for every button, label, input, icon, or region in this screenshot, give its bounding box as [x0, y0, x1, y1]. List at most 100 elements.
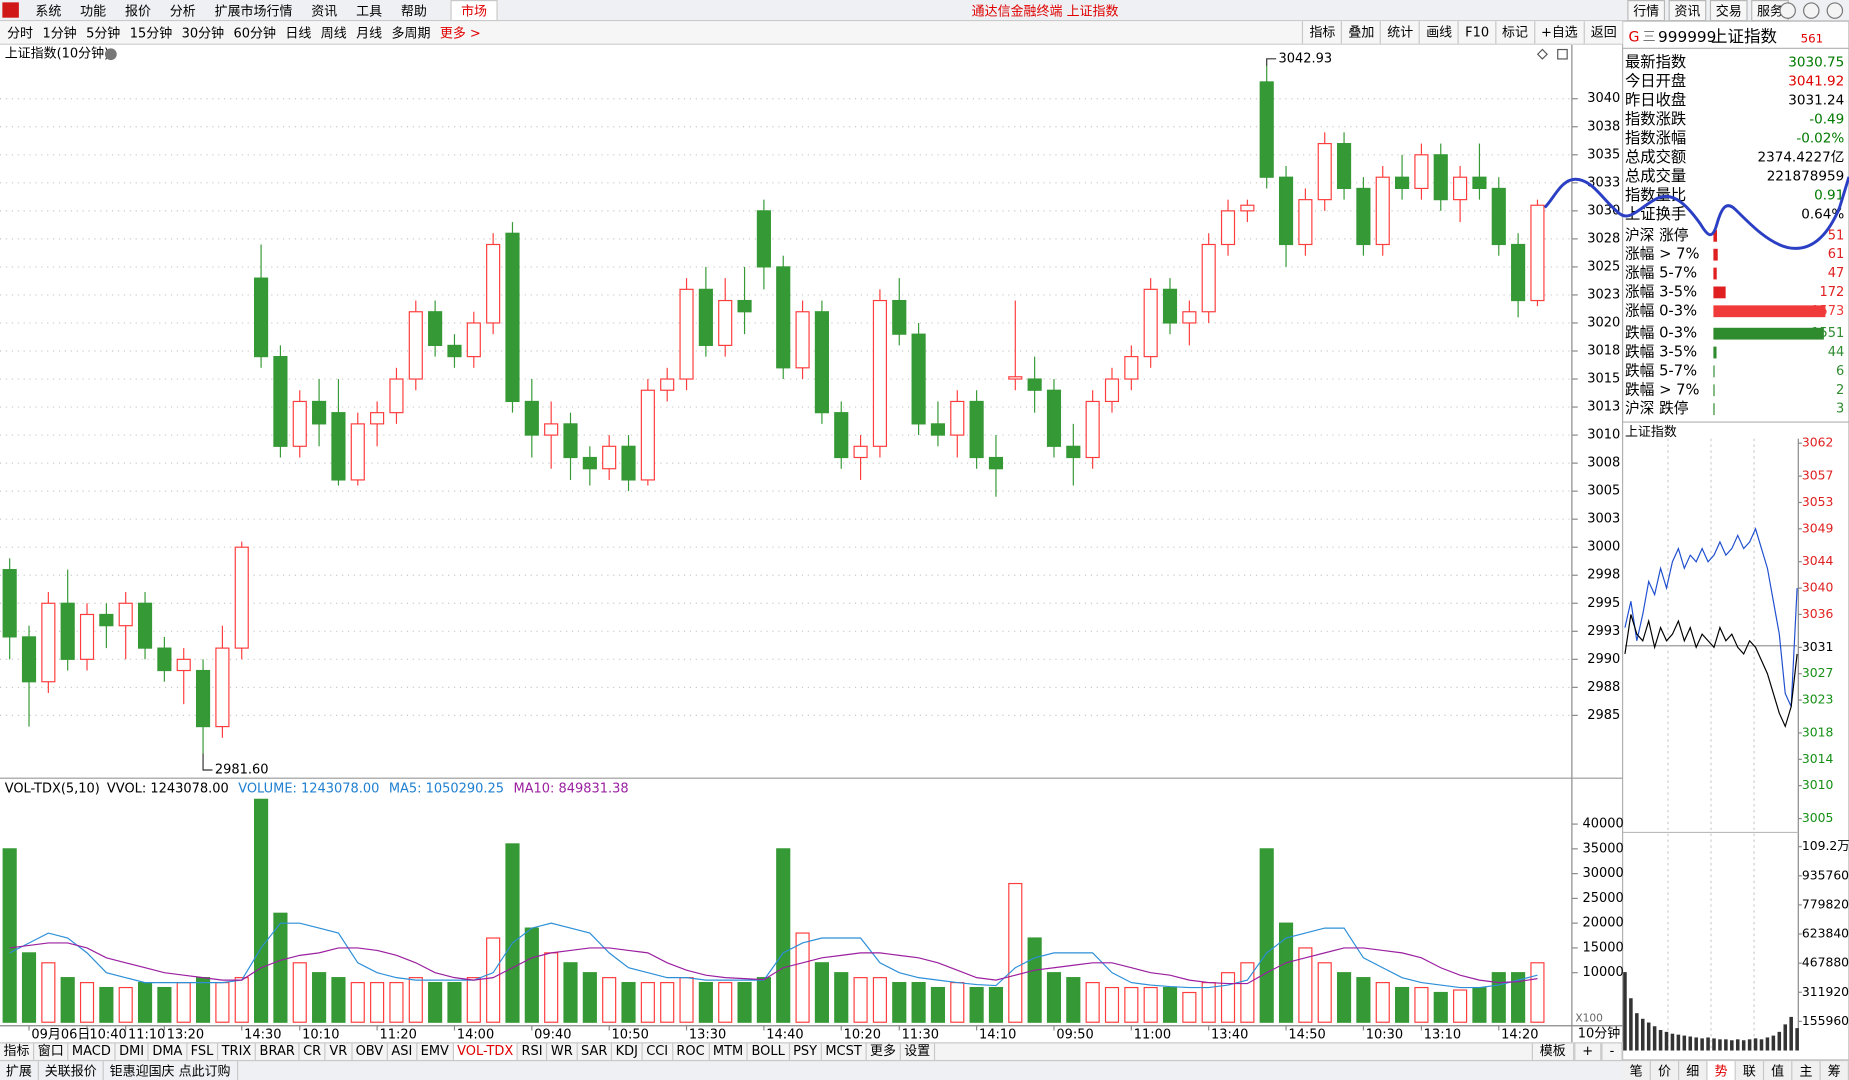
- indicator-tab[interactable]: ASI: [388, 1043, 418, 1060]
- period-button[interactable]: 多周期: [391, 25, 431, 41]
- status-item[interactable]: 扩展: [0, 1061, 39, 1080]
- mini-tab[interactable]: 筹: [1821, 1061, 1849, 1080]
- top-button[interactable]: 资讯: [1668, 0, 1707, 21]
- indicator-tab[interactable]: OBV: [352, 1043, 388, 1060]
- x-tick-label: 13:20: [167, 1028, 204, 1043]
- tool-button[interactable]: +自选: [1533, 21, 1584, 44]
- mini-tabs: 笔价细势联值主筹: [1622, 1059, 1849, 1080]
- tool-button[interactable]: 指标: [1302, 21, 1341, 44]
- period-button[interactable]: 30分钟: [181, 25, 225, 41]
- y-tick-label: 3008: [1587, 456, 1620, 471]
- icon[interactable]: [1536, 48, 1548, 60]
- indicator-tab[interactable]: RSI: [518, 1043, 548, 1060]
- icon[interactable]: [1557, 48, 1568, 60]
- mini-volume-bar: [1676, 1034, 1681, 1051]
- volume-bar: [254, 798, 269, 1023]
- top-button[interactable]: 服务: [1751, 0, 1789, 21]
- y-tick-label: 3033: [1587, 175, 1620, 190]
- volume-bar: [544, 952, 559, 1023]
- period-button[interactable]: 1分钟: [42, 25, 77, 41]
- volume-bar: [1201, 982, 1216, 1023]
- mini-tab[interactable]: 联: [1736, 1061, 1765, 1080]
- period-button[interactable]: 月线: [356, 25, 383, 41]
- y-tick-label: 2988: [1587, 680, 1620, 695]
- indicator-tab[interactable]: BOLL: [748, 1043, 790, 1060]
- more-periods[interactable]: 更多 >: [439, 25, 481, 41]
- mini-tab[interactable]: 势: [1707, 1061, 1736, 1080]
- status-item[interactable]: 钜惠迎国庆 点此订购: [104, 1061, 238, 1080]
- y-tick-label: 3023: [1587, 287, 1620, 302]
- indicator-tab[interactable]: TRIX: [218, 1043, 257, 1060]
- candle-body: [1143, 288, 1158, 358]
- tool-button[interactable]: F10: [1458, 21, 1495, 44]
- top-button[interactable]: 交易: [1709, 0, 1748, 21]
- indicator-tab[interactable]: ROC: [673, 1043, 710, 1060]
- template-button[interactable]: -: [1601, 1043, 1623, 1060]
- indicator-tab[interactable]: MTM: [709, 1043, 748, 1060]
- period-button[interactable]: 60分钟: [233, 25, 276, 41]
- menu-item[interactable]: 扩展市场行情: [214, 2, 293, 19]
- top-button[interactable]: 行情: [1627, 0, 1666, 21]
- tool-button[interactable]: 画线: [1419, 21, 1458, 44]
- menu-item[interactable]: 功能: [80, 2, 107, 19]
- indicator-tab[interactable]: WR: [547, 1043, 578, 1060]
- indicator-tab[interactable]: 更多: [866, 1043, 901, 1060]
- indicator-tab[interactable]: PSY: [790, 1043, 822, 1060]
- period-button[interactable]: 周线: [320, 25, 347, 41]
- indicator-tab[interactable]: 窗口: [34, 1043, 69, 1060]
- tool-button[interactable]: 标记: [1494, 21, 1534, 44]
- indicator-tab[interactable]: FSL: [187, 1043, 219, 1060]
- template-button[interactable]: +: [1574, 1043, 1602, 1060]
- x-tick-label: 11:00: [1134, 1028, 1171, 1043]
- restore-button[interactable]: [1803, 2, 1820, 19]
- menu-item[interactable]: 分析: [169, 2, 196, 19]
- template-button[interactable]: 模板: [1531, 1043, 1575, 1060]
- indicator-tab[interactable]: 设置: [901, 1043, 935, 1060]
- mini-tab[interactable]: 值: [1764, 1061, 1793, 1080]
- mini-volume-bar: [1765, 1037, 1770, 1051]
- candle-body: [1298, 199, 1313, 246]
- quote-menu-icon[interactable]: 三: [1643, 30, 1656, 45]
- mini-tab[interactable]: 细: [1679, 1061, 1708, 1080]
- period-button[interactable]: 日线: [285, 25, 312, 41]
- indicator-tab[interactable]: BRAR: [256, 1043, 300, 1060]
- title-icon[interactable]: [104, 48, 117, 61]
- mini-tab[interactable]: 笔: [1623, 1061, 1651, 1080]
- indicator-tab[interactable]: DMA: [149, 1043, 188, 1060]
- tool-button[interactable]: 返回: [1583, 21, 1623, 44]
- period-button[interactable]: 分时: [7, 25, 34, 41]
- indicator-tab[interactable]: CR: [300, 1043, 326, 1060]
- menu-item[interactable]: 报价: [124, 2, 151, 19]
- menu-item[interactable]: 工具: [356, 2, 383, 19]
- mini-tab[interactable]: 价: [1651, 1061, 1680, 1080]
- indicator-tab[interactable]: VOL-TDX: [453, 1043, 519, 1060]
- indicator-tab[interactable]: EMV: [417, 1043, 454, 1060]
- indicator-tab[interactable]: CCI: [643, 1043, 673, 1060]
- period-button[interactable]: 5分钟: [86, 25, 121, 41]
- period-button[interactable]: 15分钟: [129, 25, 173, 41]
- minimize-button[interactable]: [1779, 2, 1796, 19]
- indicator-tab[interactable]: 指标: [0, 1043, 35, 1060]
- x-tick-label: 14:50: [1288, 1028, 1325, 1043]
- menu-item[interactable]: 资讯: [311, 2, 338, 19]
- menu-item[interactable]: 市场: [450, 0, 498, 21]
- tool-button[interactable]: 统计: [1380, 21, 1419, 44]
- status-item[interactable]: 关联报价: [39, 1061, 104, 1080]
- indicator-tab[interactable]: KDJ: [612, 1043, 643, 1060]
- indicator-tab[interactable]: MACD: [68, 1043, 116, 1060]
- mini-tab[interactable]: 主: [1792, 1061, 1821, 1080]
- close-button[interactable]: [1826, 2, 1844, 19]
- indicator-tab[interactable]: DMI: [116, 1043, 149, 1060]
- quote-label: 昨日收盘: [1625, 91, 1686, 109]
- indicator-tab[interactable]: VR: [326, 1043, 353, 1060]
- menu-item[interactable]: 帮助: [400, 2, 427, 19]
- indicator-tab[interactable]: SAR: [577, 1043, 613, 1060]
- candle-body: [834, 412, 849, 459]
- volume-bar: [41, 962, 56, 1023]
- candle-body: [2, 569, 17, 638]
- candle-body: [1317, 142, 1332, 201]
- tool-button[interactable]: 叠加: [1341, 21, 1380, 44]
- menu-item[interactable]: 系统: [35, 2, 62, 19]
- indicator-tab[interactable]: MCST: [822, 1043, 867, 1060]
- candle-body: [350, 423, 365, 481]
